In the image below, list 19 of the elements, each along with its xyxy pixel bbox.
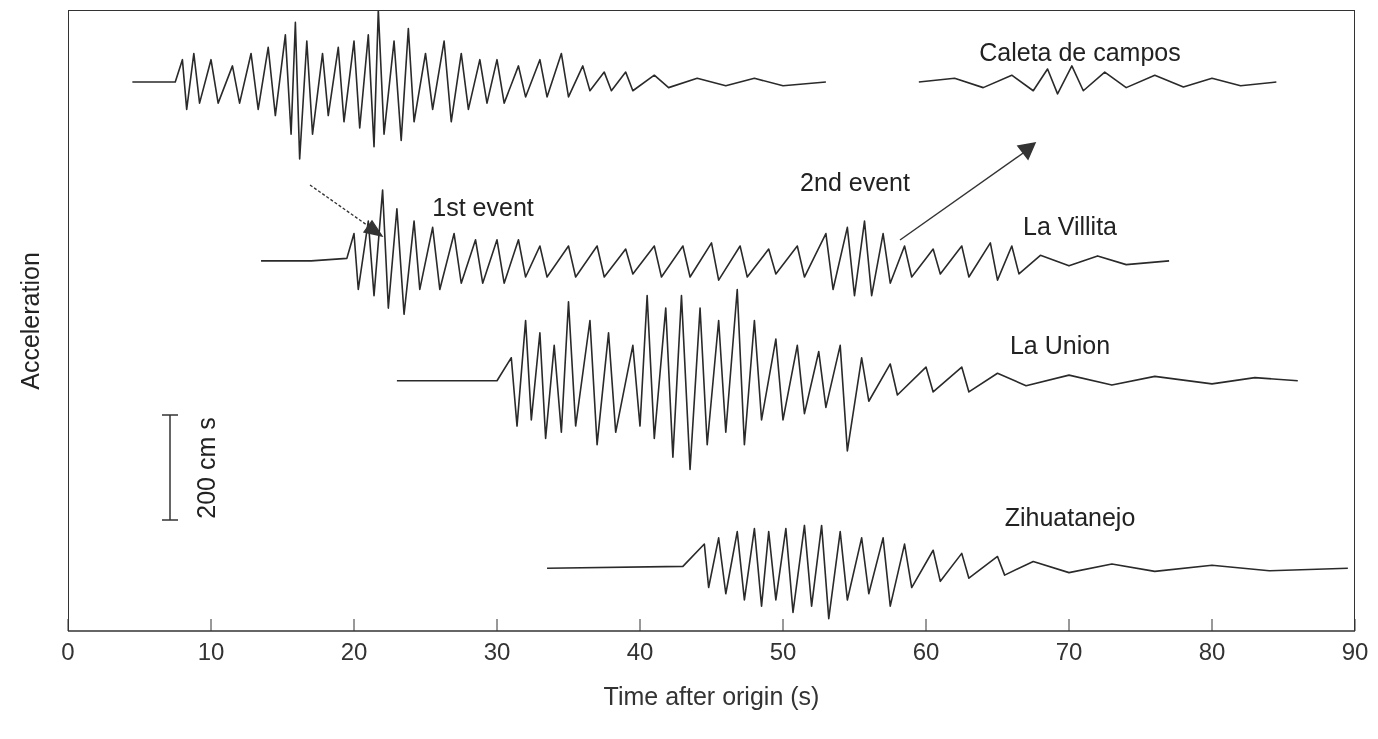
x-tick-label: 60 — [912, 638, 940, 666]
x-tick-label: 30 — [483, 638, 511, 666]
series-label: La Union — [1009, 331, 1111, 360]
x-tick-label: 40 — [626, 638, 654, 666]
annotation: 2nd event — [800, 168, 910, 197]
x-tick-label: 0 — [61, 638, 75, 666]
x-tick-label: 10 — [197, 638, 225, 666]
series-label: Caleta de campos — [979, 38, 1181, 67]
annotation: 1st event — [432, 193, 534, 222]
x-tick-label: 70 — [1055, 638, 1083, 666]
x-axis-title: Time after origin (s) — [603, 682, 820, 710]
annotation: 200 cm s — [191, 417, 221, 519]
x-tick-label: 50 — [769, 638, 797, 666]
y-axis-title: Acceleration — [15, 251, 45, 390]
x-tick-label: 80 — [1198, 638, 1226, 666]
series-label: Zihuatanejo — [1004, 503, 1136, 532]
x-tick-label: 20 — [340, 638, 368, 666]
series-label: La Villita — [1022, 212, 1118, 241]
x-tick-label: 90 — [1341, 638, 1369, 666]
